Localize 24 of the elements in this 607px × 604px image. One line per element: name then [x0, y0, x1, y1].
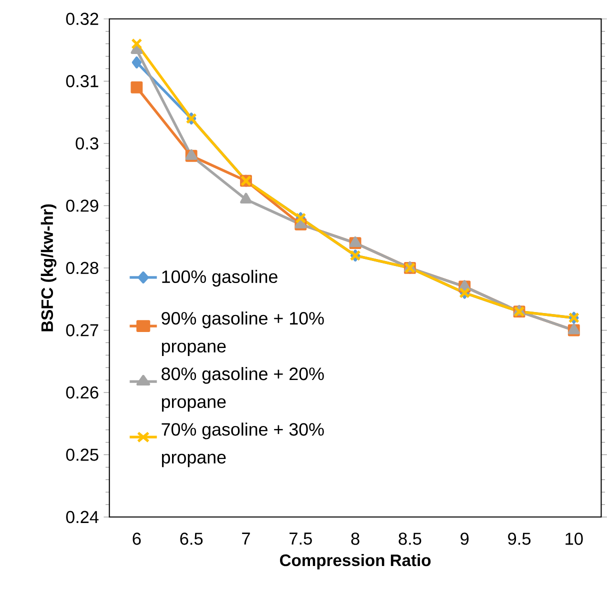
y-tick-label: 0.29: [66, 200, 98, 212]
y-tick-label: 0.28: [66, 262, 98, 274]
y-tick-label: 0.26: [66, 386, 98, 399]
y-tick-label: 0.31: [66, 75, 98, 88]
x-tick-label: 7: [242, 532, 250, 545]
x-tick-label: 9: [460, 532, 469, 546]
y-tick-label: 0.32: [66, 13, 98, 26]
legend-label: 70% gasoline + 30% propane: [162, 422, 324, 468]
legend-label: 80% gasoline + 20% propane: [162, 367, 324, 412]
y-axis-title: BSFC (kg/kw-hr): [40, 204, 56, 332]
x-axis-title: Compression Ratio: [280, 554, 431, 570]
y-tick-label: 0.25: [66, 448, 98, 462]
x-tick-label: 6.5: [180, 532, 203, 546]
x-tick-label: 6: [132, 532, 141, 546]
x-tick-label: 8.5: [398, 532, 422, 546]
legend-label: 90% gasoline + 10% propane: [162, 312, 324, 356]
legend-label: 100% gasoline: [162, 270, 278, 287]
y-tick-label: 0.27: [66, 324, 98, 337]
y-tick-label: 0.3: [76, 138, 98, 150]
y-tick-label: 0.24: [66, 511, 99, 524]
x-tick-label: 10: [566, 532, 583, 546]
x-tick-label: 9.5: [508, 532, 530, 546]
x-tick-label: 7.5: [290, 532, 312, 545]
x-tick-label: 8: [351, 532, 360, 546]
